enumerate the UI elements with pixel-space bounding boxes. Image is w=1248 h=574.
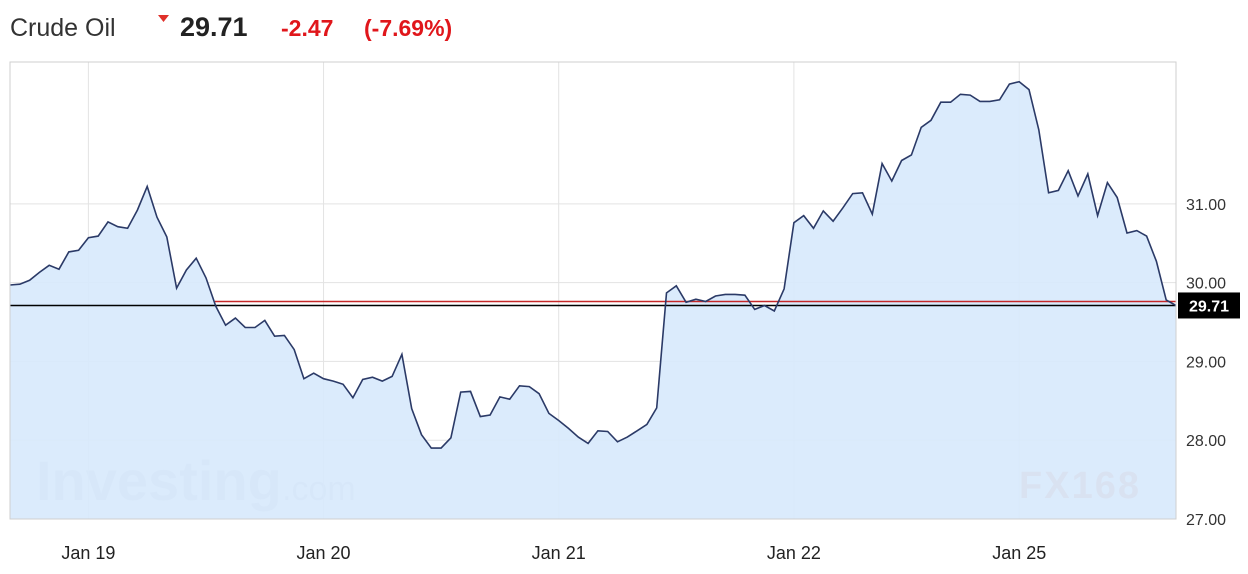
last-price-tag: [1178, 292, 1240, 319]
x-tick-label: Jan 19: [61, 543, 115, 563]
x-tick-label: Jan 20: [297, 543, 351, 563]
y-tick-label: 30.00: [1186, 276, 1226, 293]
x-tick-label: Jan 22: [767, 543, 821, 563]
change: -2.47: [281, 15, 333, 41]
down-arrow: [158, 15, 169, 22]
y-tick-label: 31.00: [1186, 197, 1226, 214]
price: 29.71: [180, 12, 248, 42]
plot-border: [9, 61, 1177, 520]
x-tick-label: Jan 25: [992, 543, 1046, 563]
chart-title: Crude Oil: [10, 14, 116, 42]
last-price-label: 29.71: [1189, 298, 1229, 315]
y-tick-label: 27.00: [1186, 512, 1226, 529]
change-pct: (-7.69%): [364, 15, 452, 41]
line: [9, 80, 1177, 449]
y-tick-label: 29.00: [1186, 354, 1226, 371]
y-tick-label: 28.00: [1186, 433, 1226, 450]
x-tick-label: Jan 21: [532, 543, 586, 563]
area: [10, 81, 1176, 519]
